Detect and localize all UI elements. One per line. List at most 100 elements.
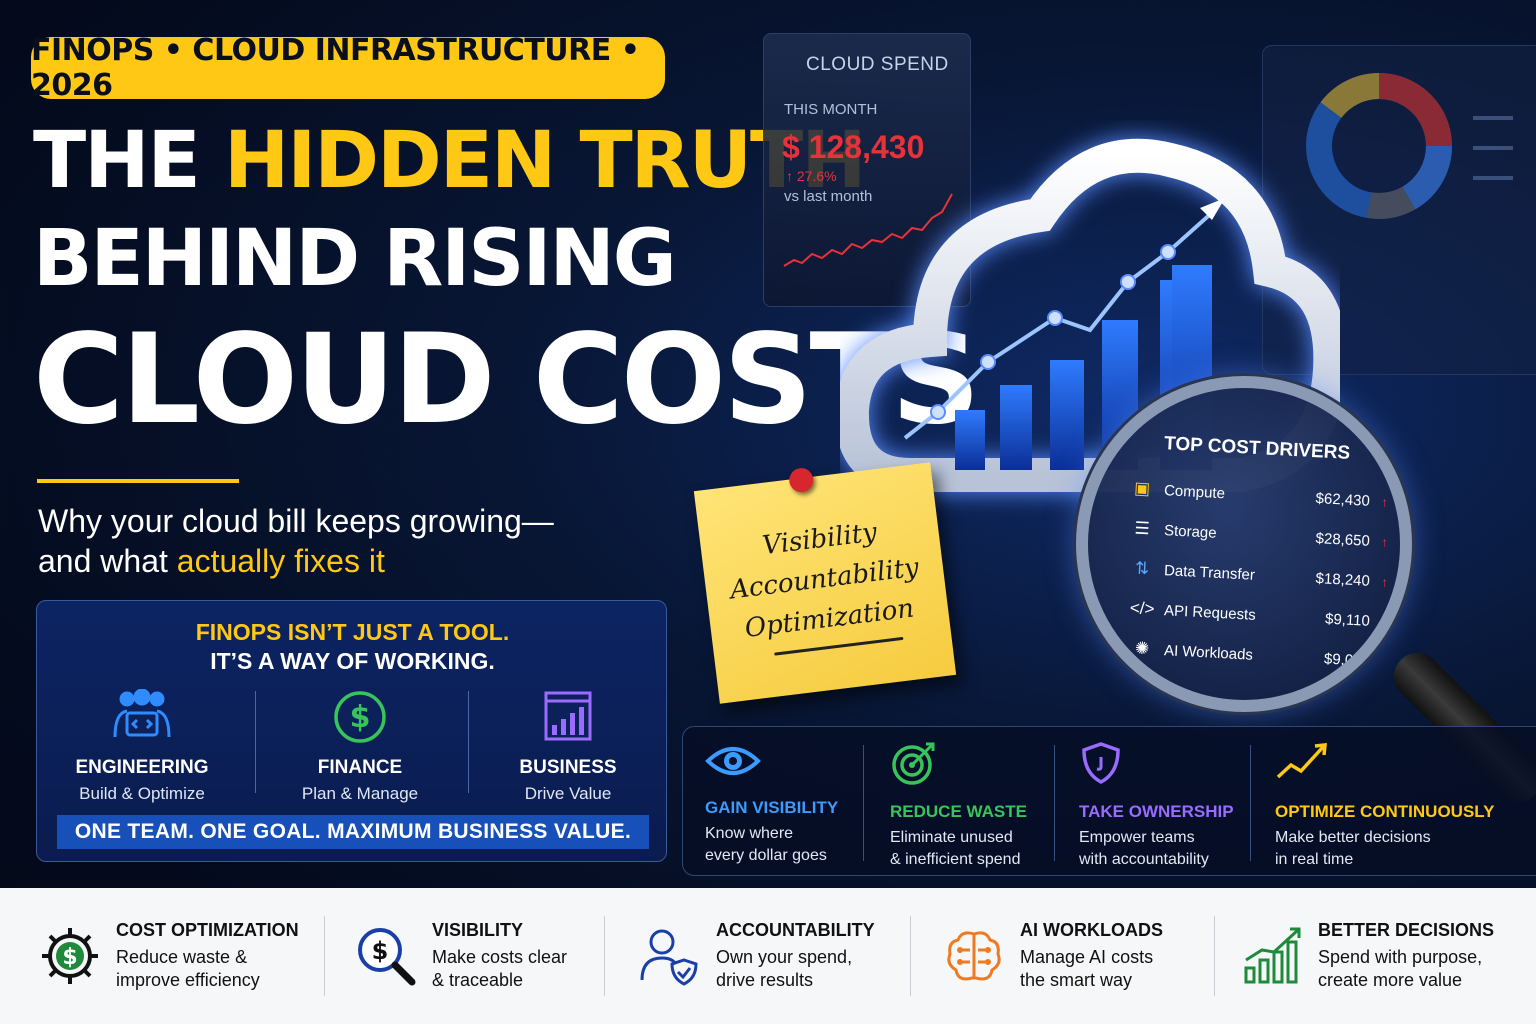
target-icon xyxy=(890,741,1027,790)
column-divider xyxy=(468,691,469,793)
finops-banner: ONE TEAM. ONE GOAL. MAXIMUM BUSINESS VAL… xyxy=(57,815,649,849)
benefit-desc-line2: in real time xyxy=(1275,851,1354,869)
subtitle-highlight: actually fixes it xyxy=(176,543,385,579)
up-arrow-icon: ↑ xyxy=(1380,613,1389,630)
benefit-desc-line1: Eliminate unused xyxy=(890,829,1013,846)
transfer-icon: ⇅ xyxy=(1134,558,1150,579)
finops-box: FINOPS ISN’T JUST A TOOL. IT’S A WAY OF … xyxy=(36,600,667,862)
finops-col-business: BUSINESS Drive Value xyxy=(463,689,673,804)
benefit-desc: Empower teams with accountability xyxy=(1079,827,1234,872)
spend-change: ↑ 27.6% xyxy=(786,168,837,184)
spend-comparison: vs last month xyxy=(784,188,873,205)
column-divider xyxy=(604,916,605,996)
ai-brain-icon xyxy=(940,922,1008,990)
benefit-desc-line1: Empower teams xyxy=(1079,829,1195,846)
legend-line xyxy=(1473,116,1513,120)
cost-driver-row: ✺ AI Workloads $9,000 xyxy=(1127,631,1388,679)
note-underline xyxy=(774,636,904,656)
column-divider xyxy=(1054,745,1055,861)
bottom-desc: Make costs clear & traceable xyxy=(432,946,567,993)
headline-line2: BEHIND RISING xyxy=(33,214,677,304)
bottom-desc-line2: the smart way xyxy=(1020,970,1133,990)
bottom-desc-line1: Spend with purpose, xyxy=(1318,946,1483,967)
column-divider xyxy=(255,691,256,793)
svg-text:$: $ xyxy=(62,945,77,970)
bottom-item-cost-optimization: $ COST OPTIMIZATION Reduce waste & improv… xyxy=(36,888,299,1024)
up-arrow-icon xyxy=(1370,661,1388,662)
bottom-item-accountability: ACCOUNTABILITY Own your spend, drive resu… xyxy=(636,888,875,1024)
bottom-desc-line1: Own your spend, xyxy=(716,946,853,967)
sticky-note: Visibility Accountability Optimization xyxy=(693,462,957,704)
magnifier-dollar-icon: $ xyxy=(352,922,420,990)
cloud-spend-card: CLOUD SPEND THIS MONTH $ 128,430 ↑ 27.6%… xyxy=(763,33,971,307)
bottom-desc-line2: create more value xyxy=(1318,970,1463,990)
driver-name: AI Workloads xyxy=(1163,641,1254,664)
bottom-item-visibility: $ VISIBILITY Make costs clear & traceable xyxy=(352,888,567,1024)
subtitle-line1: Why your cloud bill keeps growing— xyxy=(38,503,554,539)
finops-col-finance: $ FINANCE Plan & Manage xyxy=(255,689,465,804)
driver-value: $28,650 xyxy=(1315,529,1371,550)
bottom-desc-line2: & traceable xyxy=(432,970,524,990)
subtitle-line2: and what actually fixes it xyxy=(38,543,385,580)
bar-chart-icon xyxy=(463,689,673,745)
benefit-desc: Eliminate unused & inefficient spend xyxy=(890,827,1027,872)
driver-name: Compute xyxy=(1163,481,1226,502)
up-arrow-icon: ↑ xyxy=(1380,533,1389,550)
bottom-desc-line1: Reduce waste & xyxy=(116,946,248,967)
cost-driver-row: ☰ Storage $28,650 ↑ xyxy=(1127,511,1388,559)
headline-highlight: HIDDEN TRUTH xyxy=(223,116,867,206)
spend-period: THIS MONTH xyxy=(784,101,878,118)
finops-col-desc: Drive Value xyxy=(524,784,612,803)
driver-name: API Requests xyxy=(1163,601,1257,624)
bottom-desc: Reduce waste & improve efficiency xyxy=(116,946,299,993)
brain-icon: ✺ xyxy=(1134,638,1150,659)
user-shield-icon xyxy=(636,922,704,990)
column-divider xyxy=(324,916,325,996)
finops-title2: IT’S A WAY OF WORKING. xyxy=(210,648,495,674)
cost-driver-row: ⇅ Data Transfer $18,240 ↑ xyxy=(1127,551,1389,599)
benefit-desc-line1: Know where xyxy=(705,825,794,842)
legend-line xyxy=(1473,176,1513,180)
bottom-bar: $ COST OPTIMIZATION Reduce waste & improv… xyxy=(0,888,1536,1024)
pushpin-icon xyxy=(787,466,815,494)
donut-chart-graphic xyxy=(1306,73,1453,219)
team-code-icon xyxy=(37,689,247,745)
bottom-title: COST OPTIMIZATION xyxy=(116,919,299,940)
finops-title1: FINOPS ISN’T JUST A TOOL. xyxy=(195,619,510,645)
bottom-item-ai-workloads: AI WORKLOADS Manage AI costs the smart wa… xyxy=(940,888,1163,1024)
legend-line xyxy=(1473,146,1513,150)
shield-icon xyxy=(1079,741,1234,790)
finops-col-title: ENGINEERING xyxy=(75,757,209,778)
bottom-desc: Own your spend, drive results xyxy=(716,946,875,993)
svg-text:$: $ xyxy=(372,937,389,965)
benefit-desc-line1: Make better decisions xyxy=(1275,829,1431,846)
finops-col-title: BUSINESS xyxy=(519,757,617,778)
column-divider xyxy=(910,916,911,996)
headline-line1: THE HIDDEN TRUTH xyxy=(33,122,867,200)
benefit-desc-line2: with accountability xyxy=(1079,851,1209,869)
benefit-optimize: OPTIMIZE CONTINUOUSLY Make better decisi… xyxy=(1275,741,1494,872)
svg-text:$: $ xyxy=(350,700,371,735)
driver-value: $9,110 xyxy=(1324,610,1371,630)
bottom-title: ACCOUNTABILITY xyxy=(716,919,875,940)
dollar-circle-icon: $ xyxy=(255,689,465,745)
finops-col-engineering: ENGINEERING Build & Optimize xyxy=(37,689,247,804)
driver-name: Storage xyxy=(1163,521,1218,542)
divider xyxy=(37,479,239,483)
driver-value: $62,430 xyxy=(1315,489,1371,510)
topic-tag: FINOPS • CLOUD INFRASTRUCTURE • 2026 xyxy=(31,33,665,103)
gear-dollar-icon: $ xyxy=(36,922,104,990)
cost-driver-row: </> API Requests $9,110 ↑ xyxy=(1127,591,1388,639)
driver-name: Data Transfer xyxy=(1163,561,1256,584)
magnifier-lens: TOP COST DRIVERS ▣ Compute $62,430 ↑ ☰ S… xyxy=(1076,376,1412,712)
bottom-title: VISIBILITY xyxy=(432,919,524,940)
up-arrow-icon: ↑ xyxy=(1380,573,1389,590)
bottom-desc: Manage AI costs the smart way xyxy=(1020,946,1163,993)
column-divider xyxy=(1250,745,1251,861)
driver-value: $18,240 xyxy=(1315,569,1371,590)
code-icon: </> xyxy=(1129,598,1155,619)
cost-drivers-title: TOP COST DRIVERS xyxy=(1163,433,1351,464)
benefit-title: GAIN VISIBILITY xyxy=(705,798,839,817)
database-icon: ☰ xyxy=(1134,518,1151,539)
benefit-desc: Know where every dollar goes xyxy=(705,823,838,868)
